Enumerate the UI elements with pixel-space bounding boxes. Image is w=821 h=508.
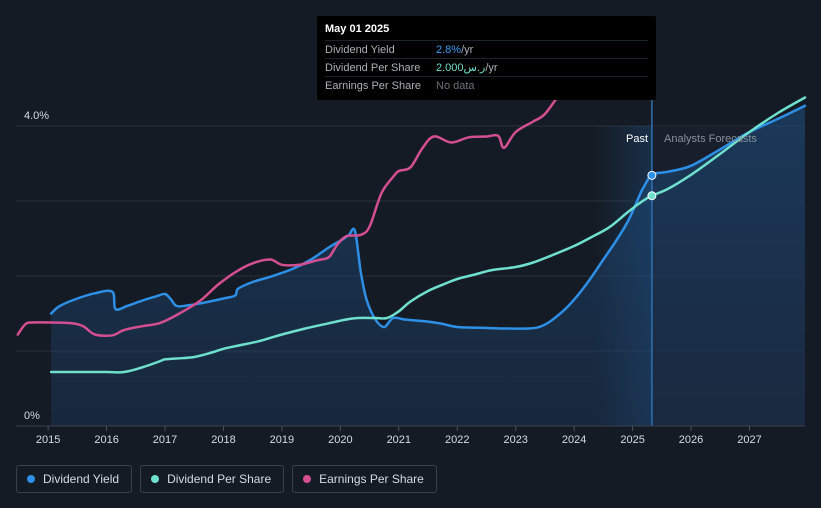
legend-label: Earnings Per Share [319, 472, 424, 486]
y-tick-label: 4.0% [24, 110, 49, 122]
dividend-yield-line [49, 104, 807, 330]
x-tick-label: 2017 [153, 434, 177, 446]
x-tick-label: 2018 [211, 434, 235, 446]
x-tick-label: 2026 [679, 434, 703, 446]
tooltip-value: No data [436, 79, 475, 92]
x-tick-label: 2027 [737, 434, 761, 446]
legend-dot [303, 475, 312, 483]
tooltip-label: Dividend Per Share [325, 61, 421, 74]
dividend-per-share-line [49, 96, 807, 374]
legend-dot [151, 475, 160, 483]
x-tick-label: 2025 [620, 434, 644, 446]
x-tick-label: 2021 [387, 434, 411, 446]
tooltip-date: May 01 2025 [325, 23, 390, 35]
legend: Dividend Yield Dividend Per Share Earnin… [16, 465, 437, 493]
legend-item-earnings-per-share[interactable]: Earnings Per Share [292, 465, 437, 493]
dividend-yield-marker [647, 170, 657, 180]
series-lines [16, 84, 807, 374]
earnings-per-share-line [16, 84, 634, 337]
past-label: Past [626, 133, 648, 145]
tooltip: May 01 2025 Dividend Yield 2.8% /yr Divi… [317, 16, 656, 100]
legend-label: Dividend Yield [43, 472, 120, 486]
y-axis-ticks: 0% 4.0% [24, 110, 49, 422]
hover-markers [647, 170, 657, 201]
tooltip-unit: /yr [461, 43, 474, 56]
tooltip-row-earnings-per-share: Earnings Per Share No data [325, 76, 648, 94]
tooltip-label: Earnings Per Share [325, 79, 421, 92]
legend-label: Dividend Per Share [167, 472, 272, 486]
tooltip-value: 2.000ر.س [436, 62, 486, 74]
dividend-per-share-marker [647, 191, 657, 201]
legend-item-dividend-per-share[interactable]: Dividend Per Share [140, 465, 285, 493]
y-tick-label: 0% [24, 410, 40, 422]
x-axis-ticks: 2015 2016 2017 2018 2019 2020 2021 2022 2023 2024… [16, 425, 805, 446]
tooltip-row-dividend-per-share: Dividend Per Share 2.000ر.س /yr [325, 58, 648, 76]
x-tick-label: 2015 [36, 434, 60, 446]
legend-item-dividend-yield[interactable]: Dividend Yield [16, 465, 133, 493]
x-tick-label: 2020 [328, 434, 352, 446]
tooltip-value: 2.8% [436, 43, 462, 56]
legend-dot [27, 475, 35, 483]
x-tick-label: 2022 [445, 434, 469, 446]
tooltip-row-dividend-yield: Dividend Yield 2.8% /yr [325, 40, 648, 58]
x-tick-label: 2024 [562, 434, 586, 446]
x-tick-label: 2019 [270, 434, 294, 446]
x-tick-label: 2016 [94, 434, 118, 446]
forecast-label: Analysts Forecasts [664, 133, 757, 145]
tooltip-unit: /yr [485, 61, 498, 74]
tooltip-label: Dividend Yield [325, 43, 395, 56]
x-tick-label: 2023 [503, 434, 527, 446]
